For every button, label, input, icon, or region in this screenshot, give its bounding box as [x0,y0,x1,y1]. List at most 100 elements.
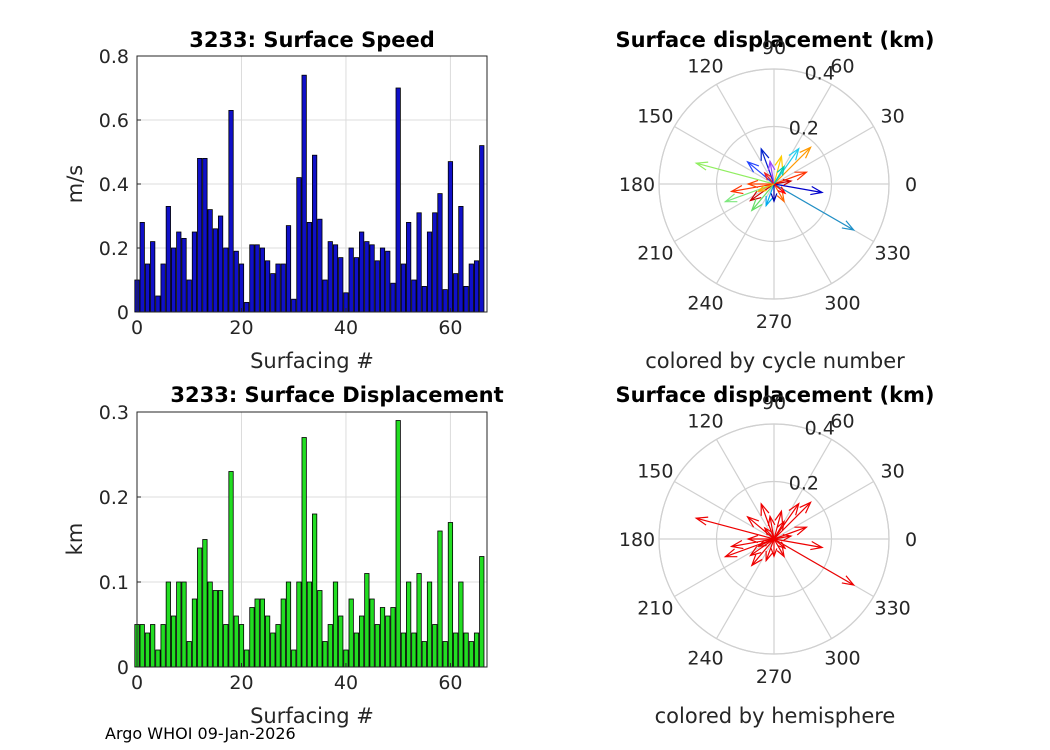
bar [233,250,239,313]
bar [228,110,234,313]
angle-tick-label: 240 [687,293,723,315]
bar [238,263,245,313]
bar [181,581,187,668]
bar [280,263,286,313]
bar [379,607,386,668]
bar [458,581,464,668]
x-axis-label: Surfacing # [250,704,374,728]
bar [223,624,229,668]
x-tick-label: 0 [131,672,143,694]
chart-caption: colored by cycle number [645,349,905,373]
displacement-arrow [746,179,774,189]
bar [170,247,177,313]
bar [296,581,302,668]
chart-title: Surface displacement (km) [615,28,934,52]
bar [139,624,145,668]
angle-tick-label: 90 [762,392,786,414]
bar [468,641,474,668]
bar [170,615,177,668]
angle-tick-label: 60 [830,55,854,77]
displacement-arrow [760,147,775,185]
chart-title: 3233: Surface Speed [189,28,435,52]
displacement-arrow [773,538,824,551]
displacement-arrow [773,526,809,540]
bar [285,225,292,313]
x-axis-label: Surfacing # [250,349,374,373]
bar [265,615,271,668]
displacement-arrow [773,154,784,185]
angle-tick-label: 300 [824,648,860,670]
bar [186,641,192,668]
y-tick-label: 0.4 [99,174,129,196]
bar [191,598,198,668]
bar [437,530,443,668]
bar [306,221,312,313]
displacement-arrow [765,538,775,563]
bar [473,632,480,668]
chart-caption: colored by hemisphere [655,704,896,728]
x-tick-label: 40 [334,317,358,339]
x-tick-label: 20 [229,672,253,694]
bar [155,295,161,313]
bar [442,641,448,668]
bar [212,590,218,668]
bar [348,247,354,313]
bar [385,615,391,668]
angle-tick-label: 210 [637,598,673,620]
angle-spoke [773,125,874,185]
displacement-arrow [694,516,775,540]
displacement-arrow [773,538,785,558]
radial-tick-label: 0.2 [789,473,819,495]
bar [176,231,182,313]
displacement-arrow [756,183,775,193]
bar [426,581,433,668]
angle-tick-label: 150 [637,106,673,128]
bar [359,231,365,313]
angle-tick-label: 120 [687,410,723,432]
displacement-arrow [773,178,793,186]
y-tick-label: 0 [117,657,129,679]
bar [270,273,276,313]
bar [416,573,422,668]
bar [463,632,469,668]
bar [197,547,203,668]
bar [233,615,239,668]
bar [139,221,145,313]
bar [259,247,265,313]
axes-box [136,411,488,668]
angle-tick-label: 0 [905,174,917,196]
bar [453,273,459,313]
bar [479,145,485,313]
displacement-arrow [767,159,776,185]
bar [338,615,344,668]
bar [259,598,265,668]
angle-spoke [674,480,775,540]
bar [296,177,302,313]
bar [353,257,359,313]
bar [432,212,438,313]
surface-displacement-chart: 3233: Surface Displacement Surfacing # k… [63,383,504,728]
bar [317,590,323,668]
bar [275,624,281,668]
displacement-arrow [723,538,775,558]
bar [270,632,276,668]
bar [217,215,224,313]
bar [254,244,260,313]
displacement-arrow [773,509,784,540]
bar [186,279,192,313]
bar [223,247,229,313]
displacement-arrow [729,538,775,550]
angle-tick-label: 180 [619,529,655,551]
bar [426,231,433,313]
bar [406,221,412,313]
bar [390,282,396,313]
bar [207,209,213,313]
bar [447,522,454,668]
bar [327,624,333,668]
bar [458,205,464,313]
bar [202,539,208,668]
radial-tick-label: 0.2 [789,118,819,140]
displacement-arrow [746,515,775,540]
displacement-arrow [749,183,775,202]
bar [165,581,171,668]
